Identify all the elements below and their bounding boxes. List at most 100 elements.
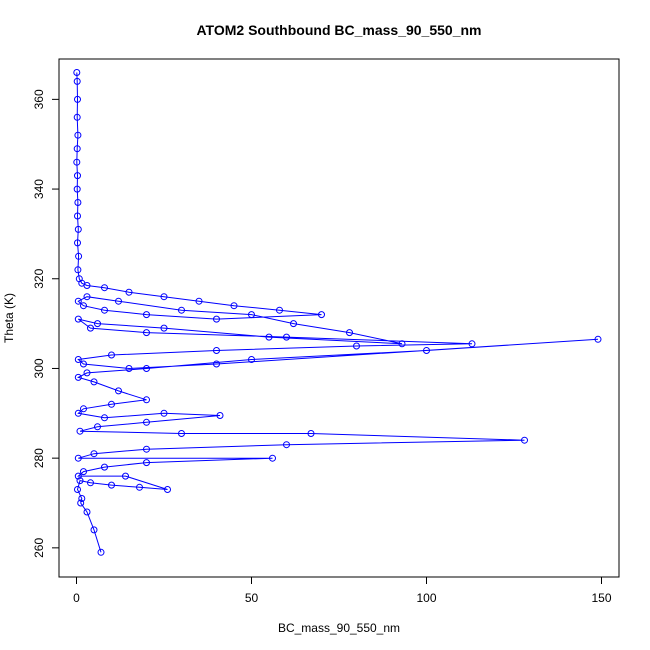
data-point — [78, 495, 86, 502]
data-point — [353, 342, 360, 350]
data-point — [73, 113, 81, 121]
data-point — [87, 479, 94, 487]
y-tick-label: 300 — [32, 358, 46, 378]
data-point — [73, 145, 81, 153]
data-point — [283, 441, 290, 449]
data-point — [108, 400, 115, 408]
x-tick-label: 0 — [73, 591, 80, 605]
data-point — [74, 95, 81, 103]
data-point — [101, 306, 108, 314]
data-point — [74, 266, 82, 274]
data-point — [521, 436, 528, 444]
data-point — [143, 459, 150, 467]
data-point — [101, 284, 108, 292]
y-tick-label: 260 — [32, 538, 46, 558]
data-point — [101, 463, 108, 471]
data-point — [74, 239, 81, 247]
data-point — [73, 77, 81, 85]
data-layer — [73, 69, 602, 556]
data-point — [346, 329, 353, 337]
data-point — [290, 320, 297, 328]
data-point — [125, 288, 133, 296]
data-point — [74, 356, 82, 363]
data-point — [80, 405, 87, 413]
data-point — [283, 333, 290, 341]
data-point — [83, 293, 91, 301]
y-tick-label: 340 — [32, 179, 46, 199]
data-point — [101, 414, 108, 422]
data-point — [276, 306, 283, 314]
data-point — [108, 351, 115, 359]
data-point — [143, 445, 150, 453]
data-point — [75, 252, 83, 260]
data-point — [115, 297, 122, 305]
data-point — [73, 158, 81, 166]
x-tick-label: 150 — [591, 591, 611, 605]
y-tick-label: 320 — [32, 268, 46, 288]
data-point — [213, 360, 220, 368]
data-point — [143, 311, 150, 319]
data-point — [73, 185, 81, 193]
data-point — [594, 335, 602, 343]
data-point — [143, 418, 150, 426]
data-point — [80, 468, 87, 476]
data-point — [178, 430, 185, 437]
data-point — [178, 306, 185, 314]
data-point — [143, 396, 150, 404]
data-point — [136, 483, 143, 491]
series-line — [76, 72, 599, 553]
data-point — [216, 412, 224, 419]
data-point — [115, 387, 122, 395]
data-point — [248, 311, 255, 319]
data-point — [94, 423, 101, 431]
data-point — [74, 131, 82, 139]
x-axis: 0 50 100 150 — [73, 577, 612, 605]
data-point — [74, 172, 81, 180]
data-point — [90, 450, 98, 458]
data-point — [122, 472, 129, 480]
data-point — [74, 454, 82, 462]
data-point — [80, 360, 87, 368]
data-point — [318, 311, 325, 319]
data-point — [125, 365, 133, 372]
data-point — [73, 69, 81, 76]
data-point — [97, 548, 105, 556]
data-point — [213, 315, 220, 323]
data-point — [74, 486, 81, 493]
y-tick-label: 280 — [32, 448, 46, 468]
x-axis-label: BC_mass_90_550_nm — [278, 621, 400, 635]
data-point — [423, 347, 430, 354]
data-point — [108, 481, 115, 489]
data-point — [269, 454, 276, 462]
data-point — [213, 347, 220, 354]
x-tick-label: 50 — [245, 591, 259, 605]
data-point — [74, 409, 82, 417]
data-point — [77, 499, 85, 507]
data-point — [195, 297, 203, 305]
data-point — [143, 365, 150, 372]
y-axis: 260 280 300 320 340 360 — [32, 89, 59, 558]
data-point — [143, 329, 150, 337]
data-point — [94, 320, 101, 328]
data-point — [160, 293, 168, 301]
chart-title: ATOM2 Southbound BC_mass_90_550_nm — [196, 22, 481, 38]
data-point — [230, 302, 238, 310]
data-point — [248, 356, 255, 363]
data-point — [76, 477, 84, 485]
data-point — [74, 199, 82, 206]
data-point — [80, 302, 87, 310]
data-point — [90, 378, 98, 386]
x-tick-label: 100 — [416, 591, 436, 605]
data-point — [83, 508, 91, 516]
data-point — [87, 324, 94, 332]
data-point — [307, 430, 315, 437]
data-point — [76, 427, 84, 435]
data-point — [74, 225, 82, 233]
data-point — [160, 409, 168, 417]
data-point — [83, 369, 91, 377]
data-point — [90, 526, 98, 534]
data-point — [74, 373, 82, 381]
y-axis-label: Theta (K) — [2, 293, 16, 343]
data-point — [74, 297, 82, 305]
